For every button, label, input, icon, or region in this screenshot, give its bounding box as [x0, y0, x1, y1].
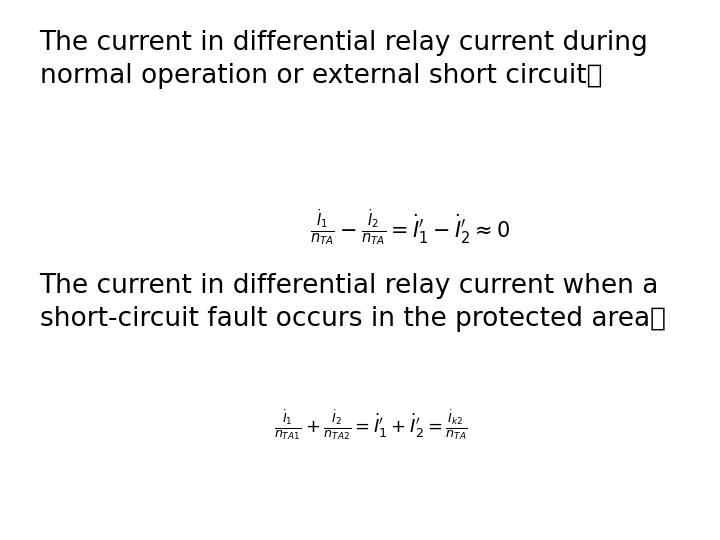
Text: $\frac{\mathit{\dot{I}}_1}{n_{TA}} - \frac{\mathit{\dot{I}}_2}{n_{TA}} = \mathit: $\frac{\mathit{\dot{I}}_1}{n_{TA}} - \fr… — [310, 208, 510, 248]
Text: The current in differential relay current during
normal operation or external sh: The current in differential relay curren… — [40, 30, 648, 89]
Text: $\frac{\mathit{\dot{I}}_1}{n_{TA1}} + \frac{\mathit{\dot{I}}_2}{n_{TA2}} = \math: $\frac{\mathit{\dot{I}}_1}{n_{TA1}} + \f… — [274, 408, 467, 442]
Text: The current in differential relay current when a
short-circuit fault occurs in t: The current in differential relay curren… — [40, 273, 665, 332]
